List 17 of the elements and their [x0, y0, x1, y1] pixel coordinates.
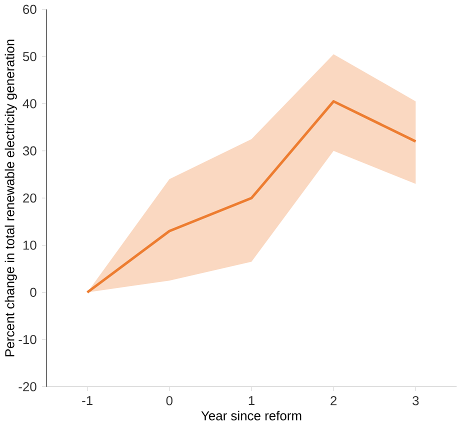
line-series — [86, 100, 417, 294]
x-tick-label: -1 — [82, 396, 92, 405]
y-tick-label: 30 — [22, 146, 36, 156]
y-tick-label: 10 — [23, 240, 36, 250]
y-tick-label: 20 — [23, 193, 36, 203]
y-tick-label: 50 — [22, 52, 36, 62]
x-axis-title: Year since reform — [201, 410, 302, 420]
y-tick-label: 60 — [23, 4, 36, 14]
y-tick-label: 40 — [22, 99, 36, 108]
x-tick-label: 0 — [166, 396, 173, 406]
x-tick-label: 3 — [412, 396, 419, 406]
x-tick-label: 2 — [330, 396, 337, 406]
x-tick-label: 1 — [248, 396, 254, 405]
y-tick-label: -20 — [18, 382, 36, 392]
y-tick-label: 0 — [30, 288, 36, 297]
y-axis-title: Percent change in total renewable electricity generation — [4, 40, 17, 356]
y-tick-label: -10 — [18, 334, 36, 344]
